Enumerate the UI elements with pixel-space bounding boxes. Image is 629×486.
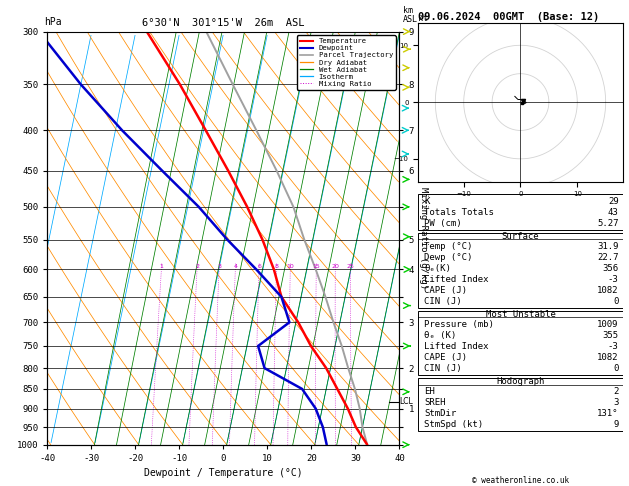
Text: 1082: 1082: [597, 286, 619, 295]
Text: 0: 0: [613, 297, 619, 306]
Text: 3: 3: [217, 264, 221, 269]
Text: 2: 2: [195, 264, 199, 269]
Text: StmDir: StmDir: [425, 409, 457, 418]
Text: Lifted Index: Lifted Index: [425, 275, 489, 284]
Text: Most Unstable: Most Unstable: [486, 310, 555, 319]
Text: 5.27: 5.27: [597, 219, 619, 228]
Text: 09.06.2024  00GMT  (Base: 12): 09.06.2024 00GMT (Base: 12): [418, 12, 599, 22]
Text: 9: 9: [613, 420, 619, 429]
Bar: [418, 378, 623, 431]
Text: kt: kt: [418, 14, 428, 22]
Text: 15: 15: [313, 264, 320, 269]
Legend: Temperature, Dewpoint, Parcel Trajectory, Dry Adiabat, Wet Adiabat, Isotherm, Mi: Temperature, Dewpoint, Parcel Trajectory…: [297, 35, 396, 90]
Text: 43: 43: [608, 208, 619, 217]
Text: Dewp (°C): Dewp (°C): [425, 253, 473, 261]
Text: Hodograph: Hodograph: [496, 377, 545, 386]
Text: 2: 2: [613, 387, 619, 396]
Text: 356: 356: [603, 264, 619, 273]
Text: © weatheronline.co.uk: © weatheronline.co.uk: [472, 475, 569, 485]
Text: 20: 20: [331, 264, 339, 269]
Text: 1009: 1009: [597, 320, 619, 329]
Text: PW (cm): PW (cm): [425, 219, 462, 228]
Text: 0: 0: [613, 364, 619, 373]
Text: 31.9: 31.9: [597, 242, 619, 250]
Text: Lifted Index: Lifted Index: [425, 342, 489, 351]
X-axis label: Dewpoint / Temperature (°C): Dewpoint / Temperature (°C): [144, 469, 303, 478]
Text: CIN (J): CIN (J): [425, 364, 462, 373]
Text: 3: 3: [613, 398, 619, 407]
Text: 131°: 131°: [597, 409, 619, 418]
Text: Pressure (mb): Pressure (mb): [425, 320, 494, 329]
Text: 1: 1: [160, 264, 164, 269]
Text: 29: 29: [608, 197, 619, 206]
Text: LCL: LCL: [399, 397, 413, 406]
Text: θₑ(K): θₑ(K): [425, 264, 451, 273]
Text: Temp (°C): Temp (°C): [425, 242, 473, 250]
Text: hPa: hPa: [44, 17, 62, 27]
Text: 8: 8: [275, 264, 279, 269]
Title: 6°30'N  301°15'W  26m  ASL: 6°30'N 301°15'W 26m ASL: [142, 18, 304, 28]
Text: 6: 6: [257, 264, 261, 269]
Text: EH: EH: [425, 387, 435, 396]
Y-axis label: Mixing Ratio (g/kg): Mixing Ratio (g/kg): [419, 187, 428, 289]
Text: -3: -3: [608, 342, 619, 351]
Text: Surface: Surface: [502, 232, 539, 241]
Text: km
ASL: km ASL: [403, 6, 418, 24]
Text: 1082: 1082: [597, 353, 619, 362]
Text: Totals Totals: Totals Totals: [425, 208, 494, 217]
Text: 4: 4: [233, 264, 237, 269]
Bar: [418, 194, 623, 230]
Text: K: K: [425, 197, 430, 206]
Text: 22.7: 22.7: [597, 253, 619, 261]
Text: SREH: SREH: [425, 398, 446, 407]
Text: θₑ (K): θₑ (K): [425, 331, 457, 340]
Bar: [418, 233, 623, 308]
Text: StmSpd (kt): StmSpd (kt): [425, 420, 484, 429]
Text: CIN (J): CIN (J): [425, 297, 462, 306]
Text: 25: 25: [347, 264, 354, 269]
Text: -3: -3: [608, 275, 619, 284]
Text: CAPE (J): CAPE (J): [425, 353, 467, 362]
Text: 10: 10: [286, 264, 294, 269]
Text: 355: 355: [603, 331, 619, 340]
Bar: [418, 311, 623, 375]
Text: CAPE (J): CAPE (J): [425, 286, 467, 295]
